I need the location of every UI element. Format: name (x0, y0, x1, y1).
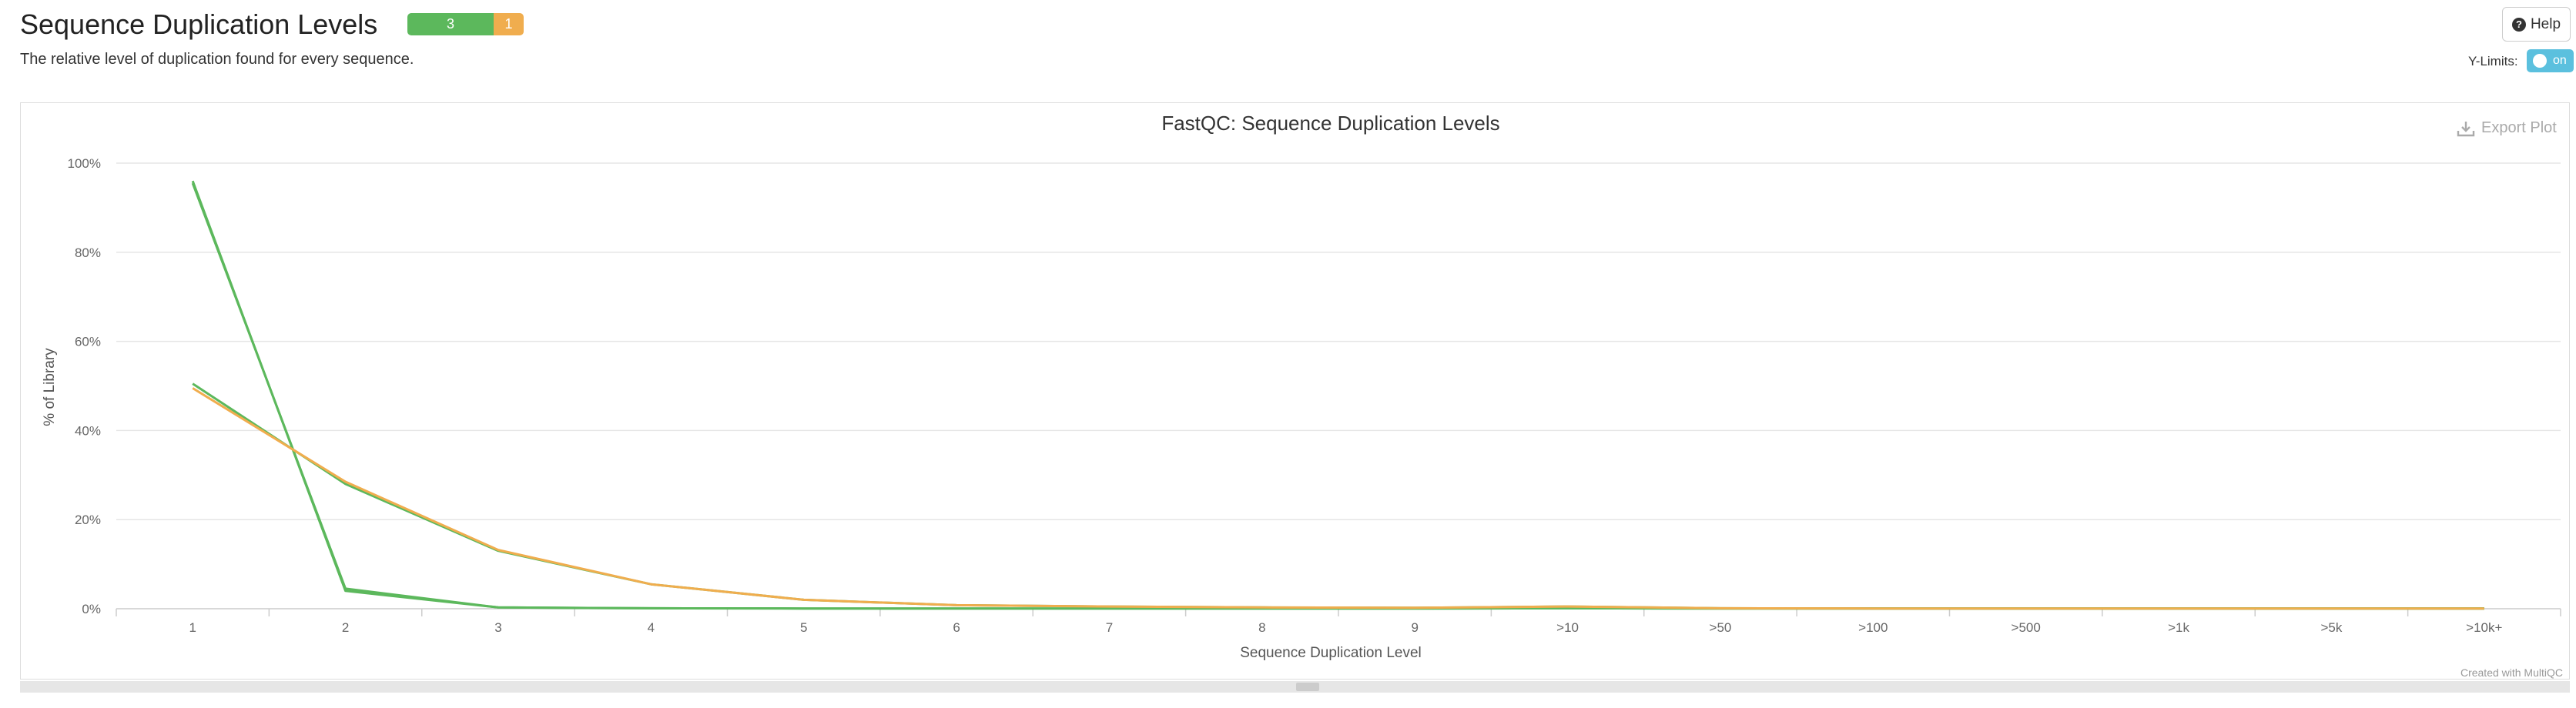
x-tick-label: >5k (2320, 620, 2342, 635)
x-tick-label: 1 (189, 620, 196, 635)
x-tick-label: >50 (1710, 620, 1732, 635)
y-tick-label: 60% (75, 335, 101, 349)
x-tick-label: 6 (953, 620, 960, 635)
question-circle-icon: ? (2511, 17, 2526, 32)
export-plot-label: Export Plot (2481, 119, 2557, 136)
y-limits-label: Y-Limits: (2468, 54, 2518, 68)
series-line-4 (192, 387, 2484, 610)
status-warn-count[interactable]: 1 (494, 13, 524, 35)
y-axis-label: % of Library (42, 348, 58, 426)
x-tick-label: >10k+ (2466, 620, 2502, 635)
x-tick-label: 9 (1411, 620, 1418, 635)
grip-icon[interactable] (1296, 683, 1319, 691)
y-tick-label: 0% (82, 602, 101, 616)
y-tick-label: 80% (75, 245, 101, 260)
toggle-label: on (2553, 54, 2567, 67)
status-pass-count[interactable]: 3 (407, 13, 494, 35)
y-limits-toggle[interactable]: on (2527, 49, 2574, 72)
x-tick-label: >10 (1556, 620, 1579, 635)
chart-panel (20, 102, 2570, 680)
export-plot-button[interactable]: Export Plot (2457, 119, 2557, 137)
y-axis-ticks: 0% 20% 40% 60% 80% 100% (68, 156, 101, 616)
x-tick-label: 2 (342, 620, 349, 635)
x-tick-label: >1k (2168, 620, 2189, 635)
chart-scroll-handle[interactable] (20, 681, 2570, 693)
download-icon (2457, 121, 2475, 136)
series-line-2 (191, 180, 2484, 610)
chart-title: FastQC: Sequence Duplication Levels (1161, 112, 1499, 135)
toggle-knob (2533, 54, 2547, 68)
x-tick-label: 3 (494, 620, 501, 635)
series-line-3 (192, 382, 2484, 610)
credit-text: Created with MultiQC (2460, 666, 2563, 679)
help-button-label: Help (2530, 15, 2561, 32)
status-badge-bar[interactable]: 3 1 (407, 13, 524, 35)
x-axis-label: Sequence Duplication Level (1240, 645, 1422, 661)
chart-series (191, 180, 2484, 610)
y-tick-label: 100% (68, 156, 101, 171)
x-tick-label: >100 (1858, 620, 1888, 635)
help-button[interactable]: ? Help (2502, 7, 2571, 42)
section-description: The relative level of duplication found … (20, 51, 414, 68)
series-line-1 (191, 182, 2484, 610)
x-tick-label: 8 (1258, 620, 1265, 635)
y-tick-label: 20% (75, 513, 101, 527)
page-title: Sequence Duplication Levels (20, 8, 378, 40)
x-tick-label: 7 (1106, 620, 1113, 635)
x-tick-label: 4 (648, 620, 655, 635)
x-axis-ticks: 1 2 3 4 5 6 7 8 9 >10 >50 >100 >500 >1k >5k >10k+ (116, 609, 2561, 635)
x-tick-label: 5 (800, 620, 807, 635)
x-tick-label: >500 (2012, 620, 2041, 635)
y-tick-label: 40% (75, 423, 101, 438)
